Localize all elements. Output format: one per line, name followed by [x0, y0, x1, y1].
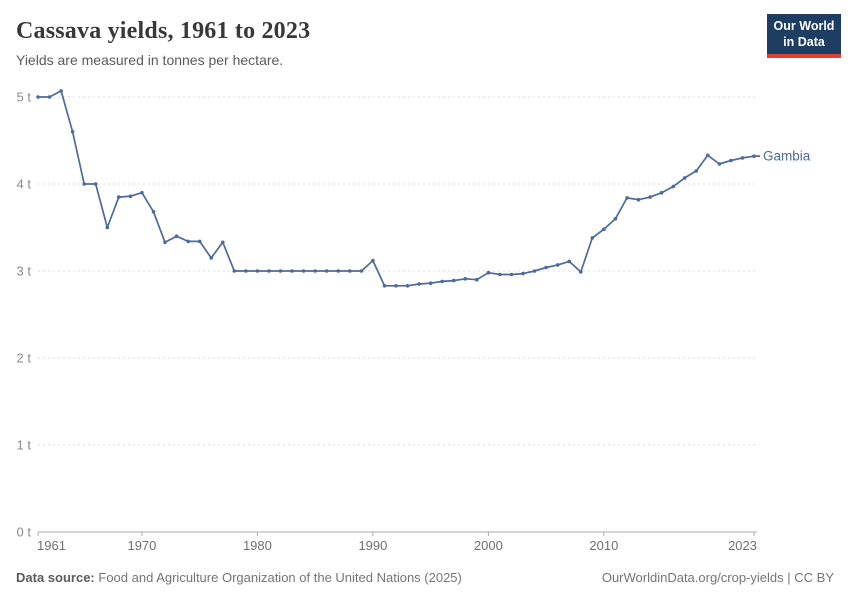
data-source-text: Food and Agriculture Organization of the… — [98, 570, 462, 585]
data-point — [579, 270, 583, 274]
y-tick-label: 5 t — [17, 90, 32, 105]
data-point — [590, 236, 595, 240]
data-point — [105, 225, 110, 230]
x-tick-label: 2000 — [474, 538, 503, 553]
x-tick-label: 2023 — [728, 538, 757, 553]
series-gambia: Gambia — [36, 89, 811, 288]
data-point — [440, 279, 445, 284]
data-point — [348, 269, 352, 273]
data-point — [451, 278, 456, 283]
data-point — [717, 162, 722, 166]
gridlines: 0 t 1 t 2 t 3 t 4 t 5 t — [17, 90, 757, 540]
data-point — [93, 182, 98, 186]
data-point — [463, 277, 468, 281]
x-tick-label: 1961 — [37, 538, 66, 553]
owid-logo-line2: in Data — [783, 34, 825, 49]
data-point — [267, 269, 271, 273]
data-point — [625, 196, 629, 200]
data-point — [151, 210, 156, 214]
data-point — [290, 269, 294, 273]
y-tick-label: 2 t — [17, 351, 32, 366]
data-point — [544, 265, 548, 270]
data-point — [324, 269, 329, 273]
chart-subtitle: Yields are measured in tonnes per hectar… — [16, 52, 284, 68]
data-point — [336, 269, 341, 273]
data-point — [729, 158, 733, 163]
data-point — [706, 153, 710, 158]
data-point — [82, 182, 86, 186]
x-axis: 1961 1970 1980 1990 2000 2010 2023 — [37, 532, 757, 553]
data-point — [671, 184, 675, 189]
y-tick-label: 0 t — [17, 525, 32, 540]
data-point — [567, 259, 571, 264]
owid-logo: Our World in Data — [767, 14, 841, 59]
data-point — [255, 269, 260, 273]
data-point — [59, 89, 63, 93]
data-point — [394, 284, 398, 288]
data-point — [382, 284, 387, 288]
data-point — [659, 190, 664, 195]
data-point — [301, 269, 306, 273]
x-tick-label: 1980 — [243, 538, 272, 553]
data-point — [70, 130, 75, 134]
data-point — [521, 271, 525, 276]
data-point — [232, 269, 237, 273]
x-tick-label: 2010 — [589, 538, 618, 553]
data-point — [532, 269, 537, 273]
data-point — [359, 269, 364, 273]
page-title: Cassava yields, 1961 to 2023 — [16, 18, 311, 44]
data-point — [648, 195, 652, 199]
data-point — [140, 190, 144, 195]
data-source-line: Data source: Food and Agriculture Organi… — [16, 570, 462, 585]
data-point — [209, 256, 213, 260]
data-point — [244, 269, 248, 273]
data-point — [613, 217, 618, 221]
owid-logo-line1: Our World — [773, 19, 835, 33]
data-point — [498, 272, 502, 277]
x-tick-label: 1990 — [358, 538, 387, 553]
data-point — [47, 95, 52, 99]
data-point — [197, 239, 202, 244]
data-point — [313, 269, 318, 273]
y-tick-label: 1 t — [17, 438, 32, 453]
data-point — [602, 227, 606, 231]
data-point — [555, 263, 560, 267]
data-point — [128, 194, 133, 198]
data-point — [428, 281, 433, 286]
y-tick-label: 3 t — [17, 264, 32, 279]
data-point — [221, 240, 225, 245]
y-tick-label: 4 t — [17, 177, 32, 192]
data-point — [740, 156, 745, 160]
data-point — [417, 282, 421, 286]
data-source-label: Data source: — [16, 570, 95, 585]
data-point — [682, 176, 687, 180]
data-point — [278, 269, 283, 273]
data-point — [163, 240, 167, 245]
data-point — [186, 239, 190, 244]
data-point — [486, 270, 491, 275]
x-tick-label: 1970 — [127, 538, 156, 553]
data-point — [117, 195, 121, 199]
data-point — [405, 284, 410, 288]
data-point — [475, 277, 479, 282]
series-line — [38, 90, 755, 287]
license-credit[interactable]: OurWorldinData.org/crop-yields | CC BY — [601, 570, 834, 585]
data-point — [694, 169, 699, 173]
entity-label: Gambia — [763, 149, 811, 164]
data-point — [36, 95, 40, 99]
data-point — [174, 234, 179, 238]
data-point — [371, 258, 375, 263]
data-point — [509, 272, 514, 277]
data-point — [636, 197, 641, 202]
